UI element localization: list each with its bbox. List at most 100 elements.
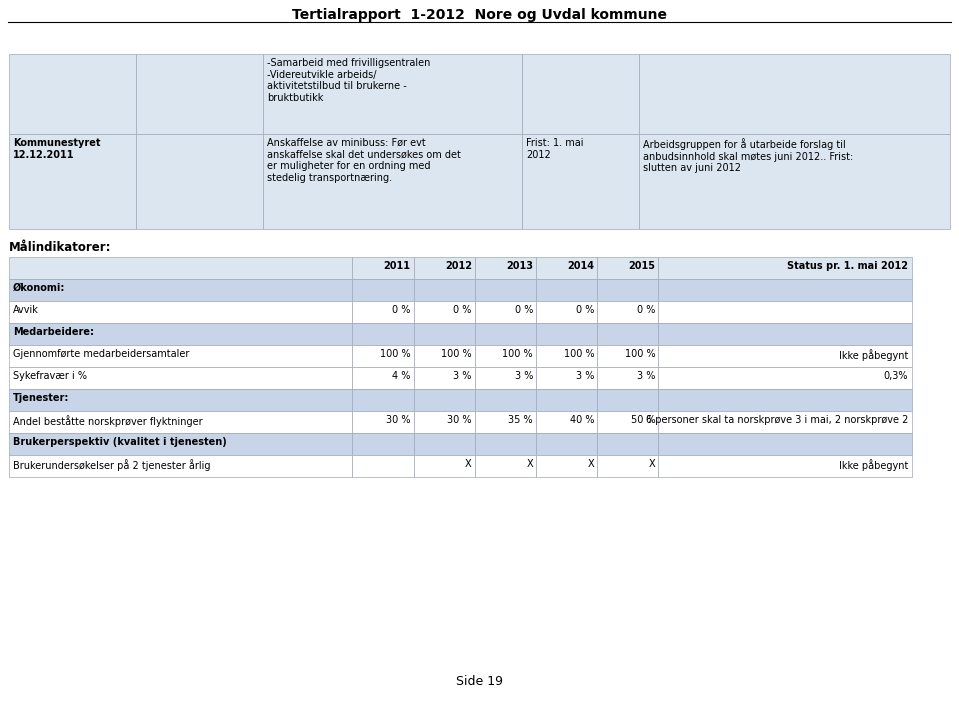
Text: 2013: 2013: [506, 261, 533, 271]
Text: X: X: [648, 459, 655, 469]
Text: Gjennomførte medarbeidersamtaler: Gjennomførte medarbeidersamtaler: [13, 349, 189, 359]
Bar: [597, 433, 658, 455]
Text: X: X: [465, 459, 472, 469]
Text: 100 %: 100 %: [441, 349, 472, 359]
Bar: [536, 389, 597, 411]
Bar: [597, 301, 658, 323]
Text: 0 %: 0 %: [454, 305, 472, 315]
Bar: [658, 455, 912, 477]
Bar: [475, 257, 536, 279]
Text: 100 %: 100 %: [624, 349, 655, 359]
Text: Anskaffelse av minibuss: Før evt
anskaffelse skal det undersøkes om det
er mulig: Anskaffelse av minibuss: Før evt anskaff…: [267, 138, 461, 183]
Bar: [536, 411, 597, 433]
Bar: [597, 345, 658, 367]
Bar: [597, 279, 658, 301]
Bar: [413, 323, 475, 345]
Bar: [658, 389, 912, 411]
Text: 0 %: 0 %: [515, 305, 533, 315]
Bar: [522, 54, 640, 134]
Text: 0 %: 0 %: [575, 305, 595, 315]
Bar: [597, 389, 658, 411]
Text: Avvik: Avvik: [13, 305, 39, 315]
Text: 100 %: 100 %: [380, 349, 410, 359]
Text: 100 %: 100 %: [503, 349, 533, 359]
Text: 30 %: 30 %: [447, 415, 472, 425]
Bar: [353, 433, 413, 455]
Text: 2012: 2012: [445, 261, 472, 271]
Bar: [353, 411, 413, 433]
Text: Brukerperspektiv (kvalitet i tjenesten): Brukerperspektiv (kvalitet i tjenesten): [13, 437, 226, 447]
Bar: [597, 455, 658, 477]
Text: Tertialrapport  1-2012  Nore og Uvdal kommune: Tertialrapport 1-2012 Nore og Uvdal komm…: [292, 8, 667, 22]
Bar: [136, 134, 263, 229]
Bar: [413, 345, 475, 367]
Bar: [597, 257, 658, 279]
Text: 50 %: 50 %: [631, 415, 655, 425]
Text: 0 %: 0 %: [637, 305, 655, 315]
Text: X: X: [588, 459, 595, 469]
Bar: [353, 345, 413, 367]
Bar: [413, 279, 475, 301]
Bar: [658, 279, 912, 301]
Bar: [9, 279, 353, 301]
Bar: [9, 301, 353, 323]
Text: 3 %: 3 %: [515, 371, 533, 381]
Bar: [353, 257, 413, 279]
Bar: [640, 54, 950, 134]
Bar: [353, 389, 413, 411]
Bar: [353, 279, 413, 301]
Text: 40 %: 40 %: [570, 415, 595, 425]
Text: Arbeidsgruppen for å utarbeide forslag til
anbudsinnhold skal møtes juni 2012.. : Arbeidsgruppen for å utarbeide forslag t…: [643, 138, 854, 173]
Bar: [263, 134, 522, 229]
Text: Frist: 1. mai
2012: Frist: 1. mai 2012: [526, 138, 583, 160]
Text: Ikke påbegynt: Ikke påbegynt: [839, 459, 908, 471]
Bar: [353, 301, 413, 323]
Bar: [536, 279, 597, 301]
Bar: [413, 257, 475, 279]
Bar: [475, 279, 536, 301]
Bar: [413, 367, 475, 389]
Bar: [413, 389, 475, 411]
Bar: [658, 411, 912, 433]
Bar: [640, 134, 950, 229]
Bar: [475, 301, 536, 323]
Bar: [9, 323, 353, 345]
Text: 0 %: 0 %: [392, 305, 410, 315]
Bar: [9, 257, 353, 279]
Text: 30 %: 30 %: [386, 415, 410, 425]
Bar: [353, 323, 413, 345]
Bar: [597, 323, 658, 345]
Text: Sykefravær i %: Sykefravær i %: [13, 371, 87, 381]
Bar: [536, 323, 597, 345]
Text: 35 %: 35 %: [508, 415, 533, 425]
Text: 2015: 2015: [628, 261, 655, 271]
Bar: [475, 455, 536, 477]
Text: Side 19: Side 19: [456, 675, 503, 688]
Bar: [263, 54, 522, 134]
Text: Andel beståtte norskprøver flyktninger: Andel beståtte norskprøver flyktninger: [13, 415, 202, 427]
Bar: [658, 257, 912, 279]
Bar: [9, 134, 136, 229]
Text: 3 %: 3 %: [454, 371, 472, 381]
Bar: [597, 411, 658, 433]
Bar: [413, 455, 475, 477]
Bar: [413, 433, 475, 455]
Bar: [658, 367, 912, 389]
Bar: [413, 411, 475, 433]
Bar: [413, 301, 475, 323]
Bar: [658, 323, 912, 345]
Text: Ikke påbegynt: Ikke påbegynt: [839, 349, 908, 361]
Text: -Samarbeid med frivilligsentralen
-Videreutvikle arbeids/
aktivitetstilbud til b: -Samarbeid med frivilligsentralen -Vider…: [267, 58, 431, 103]
Bar: [597, 367, 658, 389]
Bar: [353, 367, 413, 389]
Bar: [9, 345, 353, 367]
Text: 3 %: 3 %: [575, 371, 595, 381]
Bar: [536, 455, 597, 477]
Bar: [9, 54, 136, 134]
Bar: [475, 367, 536, 389]
Bar: [536, 367, 597, 389]
Bar: [658, 345, 912, 367]
Bar: [536, 301, 597, 323]
Bar: [353, 455, 413, 477]
Bar: [475, 389, 536, 411]
